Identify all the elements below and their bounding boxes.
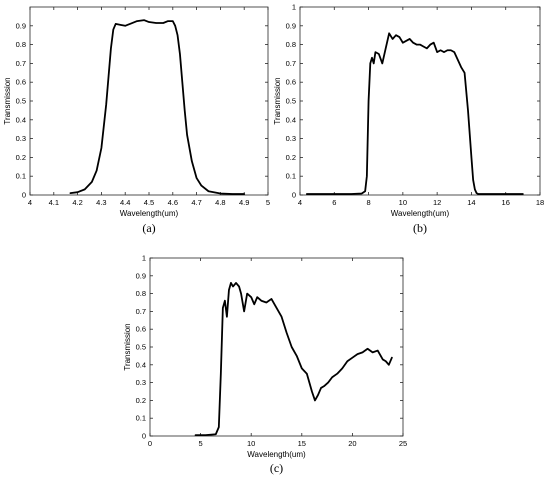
y-tick-label: 1 [292,3,296,12]
y-tick-label: 0.8 [286,40,296,49]
y-tick-label: 0.4 [286,115,296,124]
x-tick-label: 6 [332,198,336,207]
y-tick-label: 0.6 [286,78,296,87]
y-tick-label: 0.5 [286,97,296,106]
x-tick-label: 4.3 [96,198,106,207]
y-tick-label: 0.4 [16,115,26,124]
y-tick-label: 0.3 [286,134,296,143]
x-tick-label: 14 [467,198,475,207]
y-tick-label: 0.7 [136,307,146,316]
series-line-b-0 [305,32,524,195]
y-tick-label: 0.2 [286,153,296,162]
x-tick-label: 20 [348,439,356,448]
y-tick-label: 0 [142,432,146,441]
x-tick-label: 4 [298,198,302,207]
x-tick-label: 10 [247,439,255,448]
x-tick-label: 5 [266,198,270,207]
y-tick-label: 1 [142,254,146,263]
y-tick-label: 0.6 [136,325,146,334]
x-tick-label: 0 [148,439,152,448]
y-tick-label: 0.9 [16,21,26,30]
x-tick-label: 15 [298,439,306,448]
plot-area-a [29,6,269,196]
y-tick-label: 0.1 [136,414,146,423]
panel-caption: (a) [142,221,155,235]
x-tick-label: 10 [399,198,407,207]
y-tick-label: 0.9 [286,21,296,30]
plot-area-b [299,6,541,196]
x-axis-label: Wavelength(um) [247,450,306,459]
y-axis-label: Transmission [273,77,282,124]
panel-caption: (c) [270,461,283,475]
chart-b: 4 6 8 10 12 14 16 18 0 0.1 0.2 0.3 0.4 0.5 0.6 0.7 0.8 0.… [273,3,544,236]
x-tick-label: 25 [399,439,407,448]
y-tick-label: 0.1 [286,172,296,181]
x-axis-label: Wavelength(um) [120,209,179,218]
x-tick-label: 4.6 [168,198,178,207]
y-tick-label: 0.4 [136,360,146,369]
x-axis-label: Wavelength(um) [391,209,450,218]
y-tick-label: 0.1 [16,172,26,181]
y-tick-label: 0.8 [136,289,146,298]
y-tick-label: 0.2 [136,396,146,405]
x-tick-label: 4.5 [144,198,154,207]
y-tick-label: 0.3 [136,378,146,387]
x-tick-label: 4.9 [239,198,249,207]
x-tick-label: 4.8 [215,198,225,207]
x-tick-label: 16 [502,198,510,207]
x-tick-label: 4.4 [120,198,130,207]
y-tick-label: 0.7 [286,59,296,68]
y-tick-label: 0.5 [136,343,146,352]
y-tick-label: 0.7 [16,59,26,68]
x-tick-label: 5 [199,439,203,448]
series-line-c-0 [194,282,393,437]
y-tick-label: 0.9 [136,271,146,280]
y-tick-label: 0.8 [16,40,26,49]
y-tick-label: 0 [292,191,296,200]
x-tick-label: 4.2 [72,198,82,207]
x-tick-label: 18 [536,198,544,207]
x-tick-label: 12 [433,198,441,207]
y-tick-label: 0.3 [16,134,26,143]
x-tick-label: 4 [28,198,32,207]
y-axis-label: Transmission [123,323,132,370]
y-axis-label: Transmission [3,77,12,124]
y-tick-label: 0 [22,191,26,200]
x-tick-label: 8 [366,198,370,207]
plot-area-c [149,257,404,437]
series-line-a-0 [69,19,246,195]
panel-caption: (b) [413,221,427,235]
x-tick-label: 4.7 [191,198,201,207]
chart-c: 0 5 10 15 20 25 0 0.1 0.2 0.3 0.4 0.5 0.6 0.7 0.8 0.9 1 W… [123,254,407,476]
y-tick-label: 0.6 [16,78,26,87]
x-tick-label: 4.1 [49,198,59,207]
y-tick-label: 0.2 [16,153,26,162]
y-tick-label: 0.5 [16,97,26,106]
chart-a: 4 4.1 4.2 4.3 4.4 4.5 4.6 4.7 4.8 4.9 5 0 0.1 0.2 0.3 0… [3,6,270,235]
